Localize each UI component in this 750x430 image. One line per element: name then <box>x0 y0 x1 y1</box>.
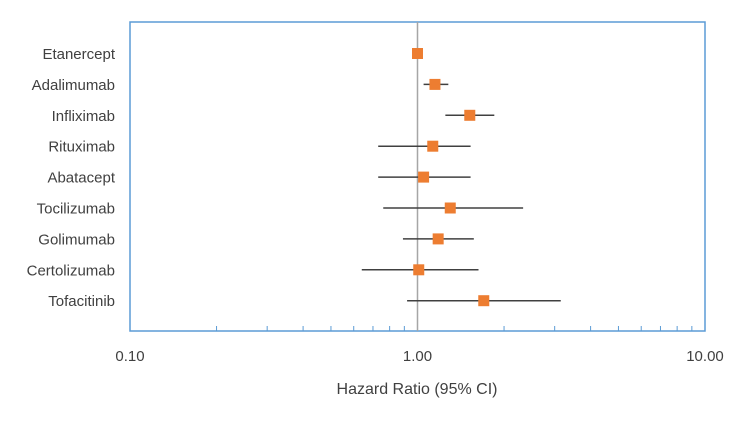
hr-marker <box>427 140 439 152</box>
x-tick-label: 1.00 <box>403 348 432 365</box>
category-labels: Etanercept Adalimumab Infliximab Rituximab A… <box>27 46 116 310</box>
hr-marker <box>412 48 423 59</box>
category-label: Infliximab <box>52 108 115 125</box>
hr-marker <box>429 78 441 90</box>
x-tick-label: 0.10 <box>115 348 144 365</box>
category-label: Etanercept <box>42 46 115 63</box>
category-label: Abatacept <box>47 170 115 187</box>
confidence-intervals <box>361 83 561 302</box>
category-label: Tocilizumab <box>37 201 115 218</box>
category-label: Tofacitinib <box>48 293 115 310</box>
category-label: Rituximab <box>48 139 115 156</box>
x-tick-label: 10.00 <box>686 348 724 365</box>
category-label: Adalimumab <box>32 77 115 94</box>
category-label: Golimumab <box>38 231 115 248</box>
hr-marker <box>418 171 430 183</box>
hr-marker <box>432 233 444 245</box>
hazard-ratio-markers <box>412 48 490 307</box>
x-axis-title: Hazard Ratio (95% CI) <box>337 381 498 398</box>
hr-marker <box>444 202 456 214</box>
hr-marker <box>413 264 425 276</box>
category-label: Certolizumab <box>27 262 115 279</box>
x-tick-labels: 0.10 1.00 10.00 <box>115 348 723 365</box>
hr-marker <box>464 109 476 121</box>
hr-marker <box>478 295 490 307</box>
